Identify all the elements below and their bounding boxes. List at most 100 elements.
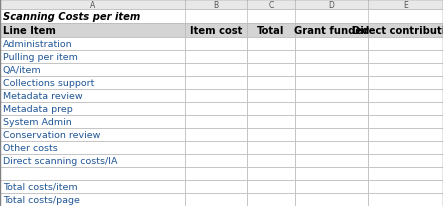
Bar xyxy=(295,154,368,167)
Bar xyxy=(0,51,185,64)
Bar xyxy=(185,167,247,180)
Bar xyxy=(295,128,368,141)
Bar xyxy=(368,64,443,77)
Bar xyxy=(185,141,247,154)
Bar xyxy=(0,77,185,90)
Text: Item cost: Item cost xyxy=(190,26,242,36)
Bar xyxy=(247,0,295,10)
Text: Collections support: Collections support xyxy=(3,79,94,88)
Bar xyxy=(368,38,443,51)
Bar xyxy=(247,154,295,167)
Bar xyxy=(368,90,443,103)
Bar xyxy=(295,90,368,103)
Bar xyxy=(0,0,443,10)
Bar xyxy=(0,0,185,10)
Bar xyxy=(185,77,247,90)
Bar xyxy=(368,167,443,180)
Bar xyxy=(368,193,443,206)
Bar xyxy=(368,24,443,38)
Text: Direct contribution: Direct contribution xyxy=(352,26,443,36)
Text: Other costs: Other costs xyxy=(3,143,58,152)
Text: Total costs/item: Total costs/item xyxy=(3,182,78,191)
Bar xyxy=(0,193,185,206)
Text: B: B xyxy=(214,0,218,9)
Text: Pulling per item: Pulling per item xyxy=(3,53,78,62)
Bar xyxy=(247,24,295,38)
Bar xyxy=(247,103,295,115)
Bar xyxy=(295,64,368,77)
Bar xyxy=(185,24,247,38)
Bar xyxy=(368,128,443,141)
Bar xyxy=(368,51,443,64)
Bar xyxy=(247,90,295,103)
Bar xyxy=(295,24,368,38)
Bar xyxy=(0,38,185,51)
Bar xyxy=(185,64,247,77)
Bar xyxy=(0,24,185,38)
Text: D: D xyxy=(329,0,334,9)
Bar xyxy=(185,128,247,141)
Text: E: E xyxy=(403,0,408,9)
Text: A: A xyxy=(90,0,95,9)
Bar xyxy=(368,180,443,193)
Bar xyxy=(0,115,185,128)
Bar xyxy=(247,193,295,206)
Bar xyxy=(247,64,295,77)
Bar xyxy=(185,90,247,103)
Text: Total costs/page: Total costs/page xyxy=(3,195,80,204)
Bar xyxy=(0,64,185,77)
Bar xyxy=(185,180,247,193)
Text: Metadata review: Metadata review xyxy=(3,91,83,101)
Bar xyxy=(185,103,247,115)
Text: Line Item: Line Item xyxy=(3,26,56,36)
Text: C: C xyxy=(268,0,274,9)
Bar xyxy=(368,103,443,115)
Bar xyxy=(295,115,368,128)
Bar xyxy=(0,90,185,103)
Bar xyxy=(247,38,295,51)
Bar xyxy=(185,115,247,128)
Bar xyxy=(185,38,247,51)
Bar xyxy=(247,167,295,180)
Bar xyxy=(0,128,185,141)
Bar xyxy=(0,180,185,193)
Bar xyxy=(368,154,443,167)
Text: Scanning Costs per item: Scanning Costs per item xyxy=(3,12,140,22)
Bar xyxy=(0,103,185,115)
Text: Direct scanning costs/IA: Direct scanning costs/IA xyxy=(3,156,117,165)
Text: Conservation review: Conservation review xyxy=(3,130,101,139)
Bar xyxy=(295,38,368,51)
Bar xyxy=(295,77,368,90)
Bar xyxy=(247,115,295,128)
Text: Administration: Administration xyxy=(3,40,73,49)
Bar xyxy=(247,128,295,141)
Bar xyxy=(185,193,247,206)
Bar xyxy=(185,154,247,167)
Bar xyxy=(247,77,295,90)
Bar xyxy=(295,180,368,193)
Text: Grant funded: Grant funded xyxy=(294,26,369,36)
Bar xyxy=(247,51,295,64)
Bar xyxy=(295,51,368,64)
Bar xyxy=(368,0,443,10)
Bar xyxy=(185,51,247,64)
Bar xyxy=(247,180,295,193)
Bar xyxy=(368,115,443,128)
Bar xyxy=(368,141,443,154)
Text: Metadata prep: Metadata prep xyxy=(3,104,73,114)
Bar xyxy=(368,77,443,90)
Text: Total: Total xyxy=(257,26,285,36)
Text: QA/item: QA/item xyxy=(3,66,42,75)
Bar xyxy=(0,141,185,154)
Bar xyxy=(247,141,295,154)
Bar xyxy=(295,167,368,180)
Text: System Admin: System Admin xyxy=(3,117,72,126)
Bar xyxy=(185,0,247,10)
Bar xyxy=(0,10,443,24)
Bar xyxy=(295,141,368,154)
Bar xyxy=(295,103,368,115)
Bar xyxy=(295,193,368,206)
Bar xyxy=(0,154,185,167)
Bar xyxy=(295,0,368,10)
Bar xyxy=(0,167,185,180)
